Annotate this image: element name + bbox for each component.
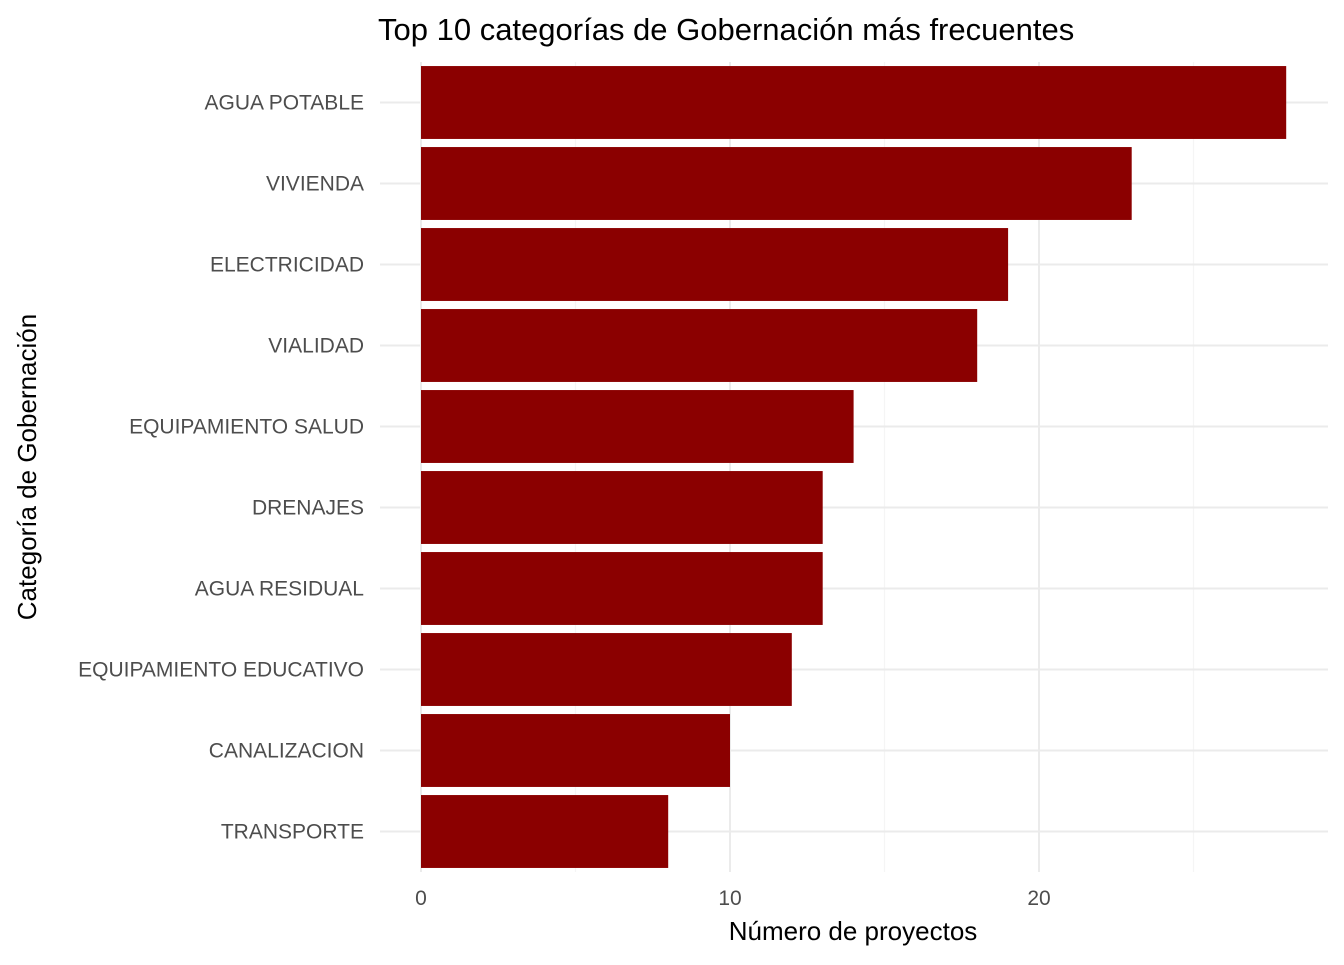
bar: [421, 714, 730, 787]
x-tick-label: 10: [718, 887, 741, 910]
y-axis-title: Categoría de Gobernación: [12, 314, 42, 620]
bar: [421, 471, 823, 544]
y-tick-label: DRENAJES: [252, 497, 364, 520]
y-tick-label: AGUA POTABLE: [205, 92, 365, 115]
y-tick-label: CANALIZACION: [209, 740, 364, 763]
y-tick-label: ELECTRICIDAD: [210, 254, 364, 277]
x-tick-label: 20: [1027, 887, 1050, 910]
bar: [421, 66, 1287, 139]
bar: [421, 795, 669, 868]
y-tick-label: VIALIDAD: [268, 335, 364, 358]
x-tick-labels: 0 10 20: [415, 887, 1051, 910]
y-tick-label: TRANSPORTE: [221, 821, 364, 844]
y-tick-label: VIVIENDA: [266, 173, 364, 196]
y-tick-label: AGUA RESIDUAL: [195, 578, 364, 601]
y-tick-label: EQUIPAMIENTO EDUCATIVO: [78, 659, 364, 682]
bar: [421, 552, 823, 625]
chart-title: Top 10 categorías de Gobernación más fre…: [378, 12, 1074, 47]
bar: [421, 228, 1009, 301]
bars: [421, 66, 1287, 868]
bar: [421, 390, 854, 463]
x-tick-label: 0: [415, 887, 427, 910]
y-tick-labels: AGUA POTABLE VIVIENDA ELECTRICIDAD VIALIDAD…: [78, 92, 364, 844]
y-tick-label: EQUIPAMIENTO SALUD: [129, 416, 364, 439]
bar: [421, 633, 792, 706]
x-axis-title: Número de proyectos: [729, 916, 978, 946]
bar: [421, 147, 1132, 220]
bar: [421, 309, 978, 382]
